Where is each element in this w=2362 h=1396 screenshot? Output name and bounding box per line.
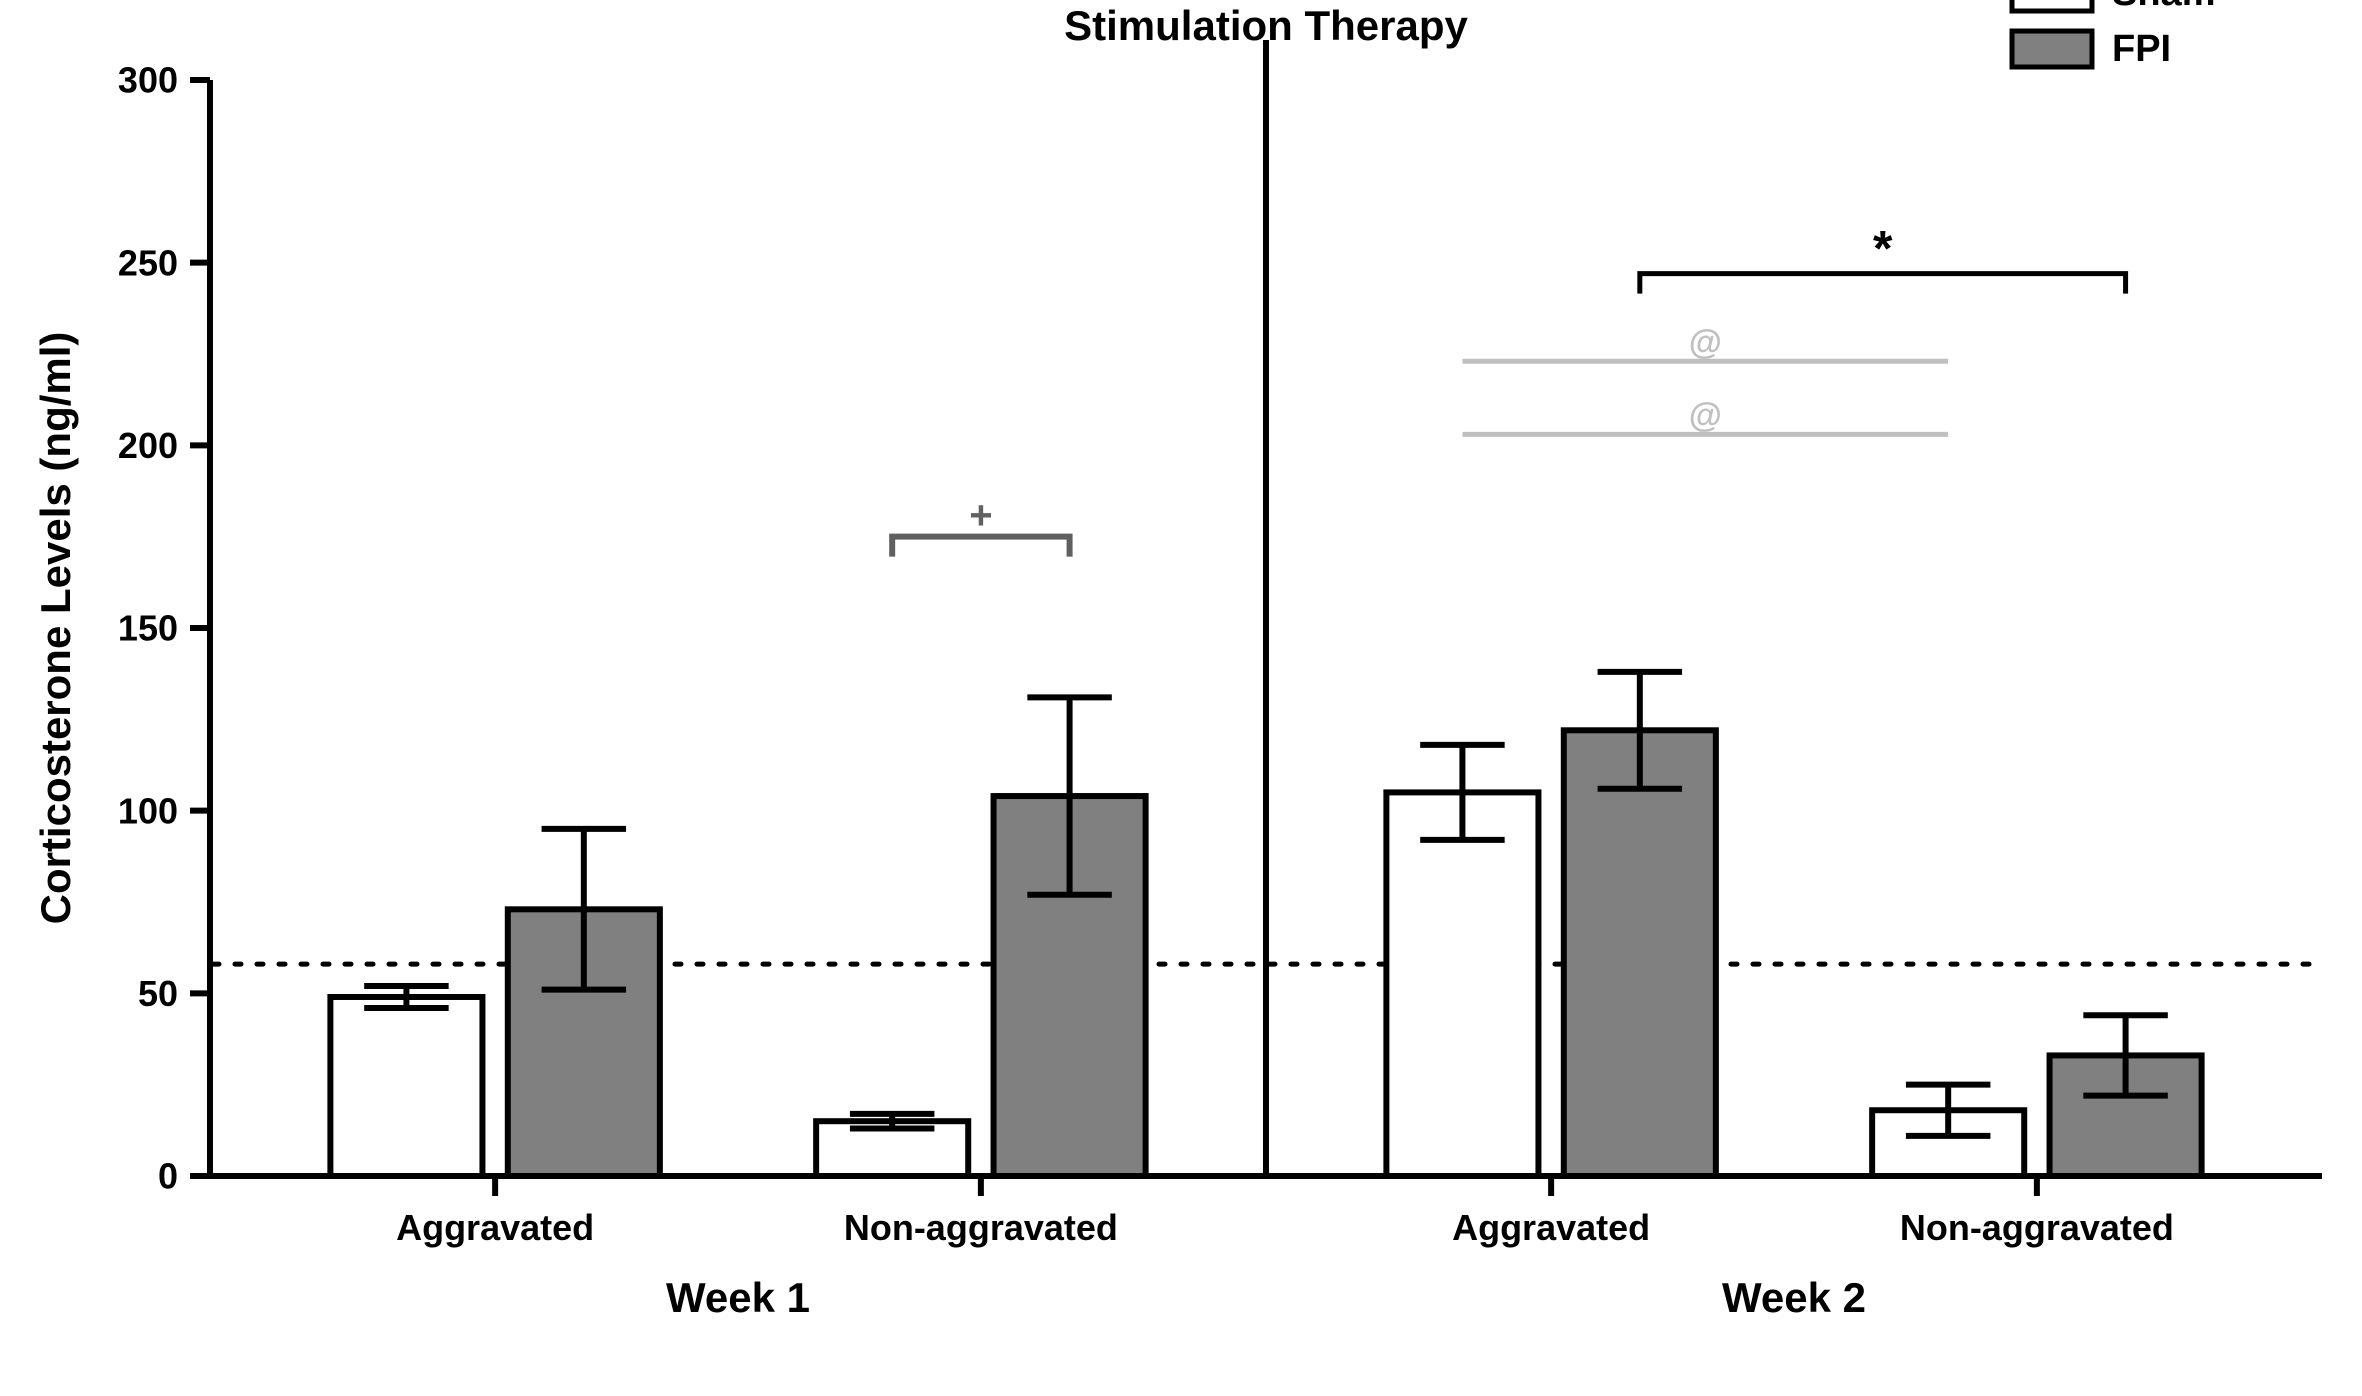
sig-symbol: @	[1689, 396, 1722, 434]
y-tick-label: 50	[138, 973, 178, 1014]
chart-container: 0 50 100 150 200 250 300 Corticosterone Levels …	[0, 0, 2362, 1396]
x-sub-label: Aggravated	[396, 1207, 594, 1248]
chart-title: Stimulation Therapy	[1064, 2, 1468, 49]
y-axis-label: Corticosterone Levels (ng/ml)	[32, 332, 79, 925]
y-tick-label: 250	[118, 242, 178, 283]
x-sub-label: Non-aggravated	[844, 1207, 1118, 1248]
y-tick-label: 100	[118, 790, 178, 831]
sig-symbol: *	[1873, 221, 1893, 277]
y-tick-label: 300	[118, 60, 178, 101]
sig-symbol: @	[1689, 323, 1722, 361]
sig-bracket	[892, 537, 1069, 557]
legend-swatch	[2012, 31, 2092, 67]
bar: 122	[1564, 730, 1716, 1176]
x-group-label: Week 2	[1722, 1274, 1866, 1321]
bar-chart: 0 50 100 150 200 250 300 Corticosterone Levels …	[0, 0, 2362, 1396]
x-sub-label: Aggravated	[1452, 1207, 1650, 1248]
bar: 49	[330, 997, 482, 1176]
x-group-label: Week 1	[666, 1274, 810, 1321]
sig-symbol: +	[969, 494, 992, 538]
y-tick-label: 200	[118, 425, 178, 466]
y-tick-label: 150	[118, 608, 178, 649]
x-sub-label: Non-aggravated	[1900, 1207, 2174, 1248]
y-tick-label: 0	[158, 1156, 178, 1197]
bar: 105	[1386, 792, 1538, 1176]
legend-label: FPI	[2112, 28, 2171, 70]
legend-swatch	[2012, 0, 2092, 11]
legend-label: Sham	[2112, 0, 2215, 14]
